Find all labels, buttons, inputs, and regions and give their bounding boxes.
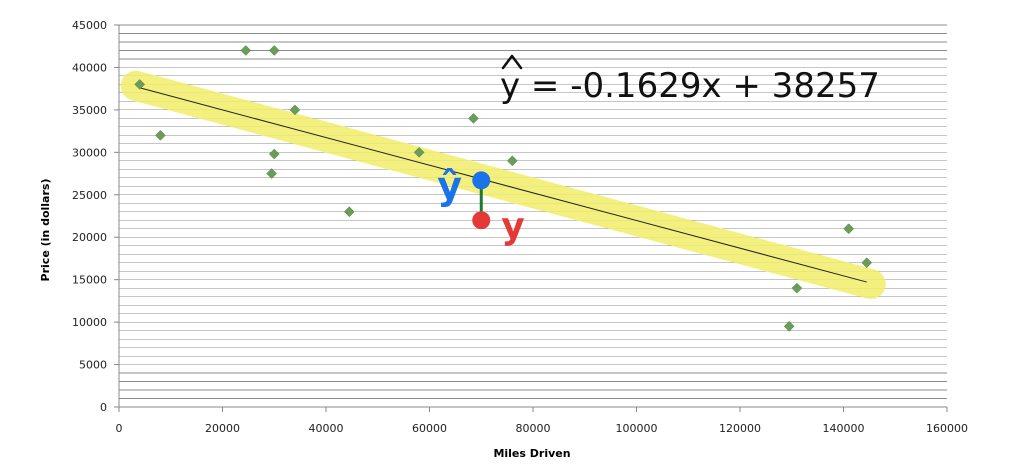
actual-label: y: [501, 206, 524, 247]
annotations: ŷy: [437, 163, 524, 247]
y-tick-label: 5000: [79, 359, 107, 372]
data-point: [843, 223, 855, 235]
x-tick-label: 0: [116, 422, 123, 435]
data-point: [343, 206, 355, 218]
trendline: [139, 87, 867, 283]
data-point: [266, 168, 278, 179]
data-point: [413, 146, 425, 158]
x-tick-label: 140000: [823, 422, 865, 435]
y-tick-label: 0: [100, 401, 107, 414]
data-point: [268, 148, 280, 160]
y-tick-label: 15000: [72, 274, 107, 287]
trendline-layer: [139, 87, 867, 283]
actual-point: [472, 211, 491, 230]
y-tick-label: 45000: [72, 19, 107, 32]
data-point: [268, 45, 280, 56]
x-tick-label: 160000: [926, 422, 968, 435]
y-tick-label: 20000: [72, 231, 107, 244]
data-points: [134, 45, 873, 332]
data-point: [468, 113, 479, 124]
x-tick-label: 80000: [516, 422, 551, 435]
predicted-label: ŷ: [437, 163, 462, 207]
x-tick-label: 120000: [719, 422, 761, 435]
data-point: [861, 257, 873, 269]
x-axis-title: Miles Driven: [493, 447, 570, 460]
y-tick-label: 40000: [72, 61, 107, 74]
y-tick-label: 25000: [72, 189, 107, 202]
data-point: [506, 155, 518, 167]
y-tick-label: 10000: [72, 316, 107, 329]
x-tick-label: 100000: [616, 422, 658, 435]
axes: [114, 24, 948, 412]
x-tick-label: 60000: [412, 422, 447, 435]
trendline-equation: y = -0.1629x + 38257: [500, 66, 880, 106]
data-point: [791, 282, 803, 294]
equation-hat-mark: [501, 54, 523, 70]
predicted-point: [472, 171, 491, 190]
y-axis-title: Price (in dollars): [39, 179, 52, 282]
data-point: [155, 130, 166, 141]
x-tick-label: 20000: [205, 422, 240, 435]
data-point: [240, 45, 252, 56]
data-point: [783, 321, 795, 332]
tick-labels: 0 20000 40000 60000 80000 100000 120000 140000 1…: [72, 19, 968, 435]
data-point: [289, 104, 301, 116]
data-point: [134, 79, 146, 90]
y-tick-label: 30000: [72, 146, 107, 159]
y-tick-label: 35000: [72, 104, 107, 117]
x-tick-label: 40000: [309, 422, 344, 435]
